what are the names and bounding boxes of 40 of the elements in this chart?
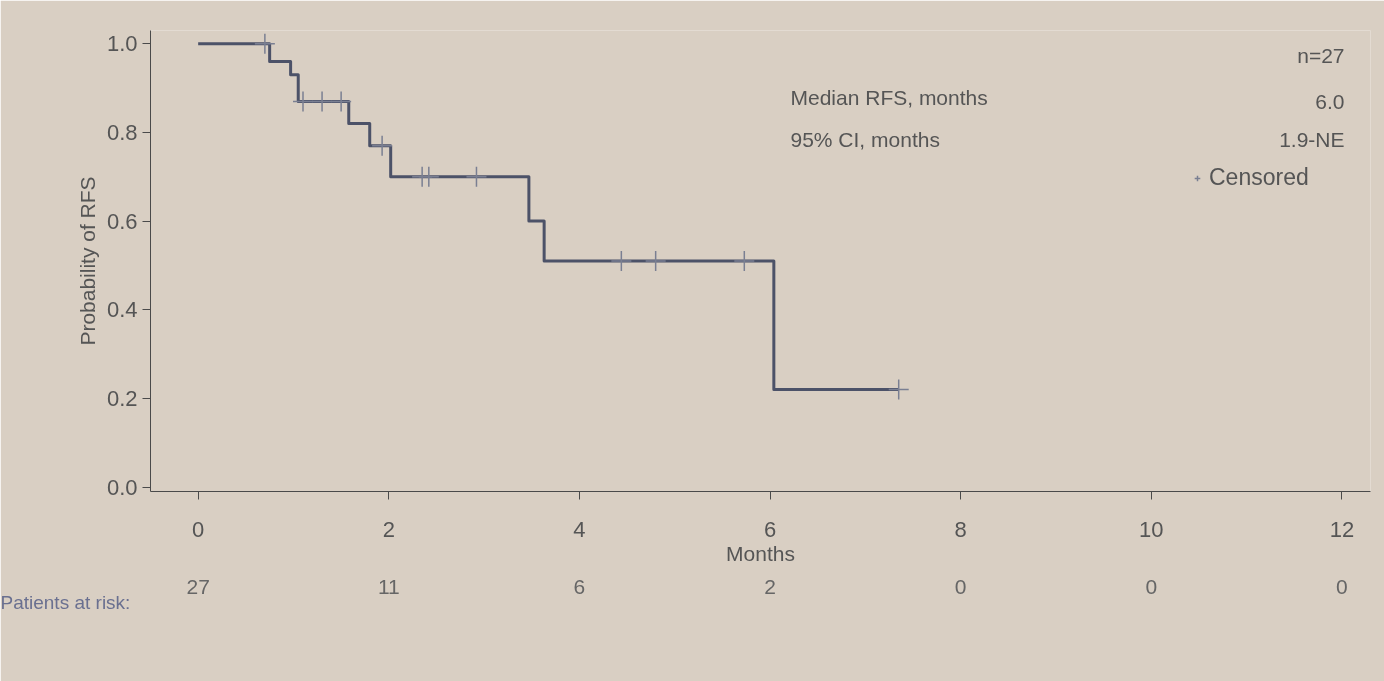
- x-tick-label: 10: [1139, 516, 1164, 542]
- annotation: 1.9-NE: [1279, 127, 1345, 151]
- y-tick-label: 0.6: [106, 208, 138, 234]
- annotation: 6.0: [1315, 89, 1345, 113]
- point: [330, 90, 352, 113]
- annotation: Median RFS, months: [790, 85, 988, 109]
- point: [887, 378, 910, 401]
- x-tick-label: 2: [382, 516, 395, 542]
- annotation: 95% CI, months: [790, 127, 940, 151]
- text: 11: [377, 574, 400, 598]
- point: [292, 90, 314, 113]
- text: 0: [1336, 574, 1348, 598]
- x-axis-title: Months: [726, 541, 795, 565]
- point: [418, 166, 440, 188]
- annotation: n=27: [1297, 43, 1345, 67]
- point: [254, 33, 276, 55]
- y-tick-label: 1.0: [106, 31, 138, 57]
- text: 27: [186, 574, 210, 598]
- point: [610, 250, 633, 272]
- x-tick-label: 8: [954, 516, 967, 542]
- y-tick-label: 0.2: [106, 385, 138, 411]
- text: 2: [764, 574, 776, 598]
- point: [371, 135, 393, 157]
- x-tick-label: 4: [573, 516, 586, 542]
- y-tick-label: 0.4: [106, 297, 138, 323]
- text: 0: [954, 574, 967, 598]
- y-tick-label: 0.8: [106, 119, 138, 145]
- x-tick-label: 0: [192, 516, 205, 542]
- x-tick-label: 6: [763, 516, 777, 542]
- point: [644, 250, 667, 272]
- point: [311, 90, 333, 113]
- y-axis-title: Probability of RFS: [75, 176, 99, 346]
- text: Patients at risk:: [0, 591, 131, 613]
- text: 0: [1145, 574, 1158, 598]
- legend-label: Censored: [1209, 164, 1309, 191]
- y-tick-label: 0.0: [106, 474, 138, 500]
- x-tick-label: 12: [1329, 516, 1355, 542]
- text: 6: [573, 574, 586, 598]
- point: [465, 166, 488, 188]
- point: [733, 250, 756, 272]
